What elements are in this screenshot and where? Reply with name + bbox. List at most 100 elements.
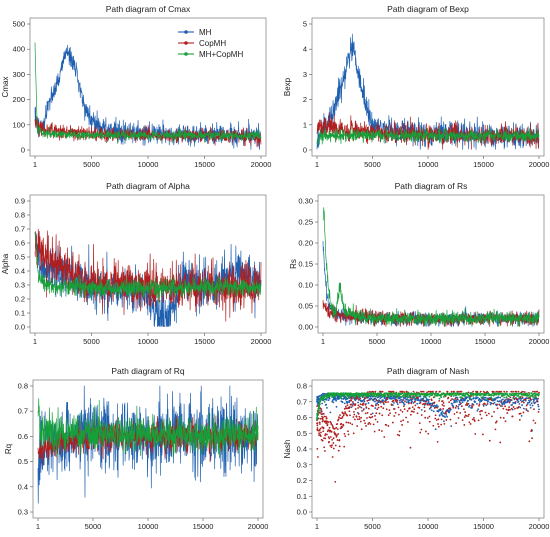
scatter-point (369, 398, 372, 401)
y-tick-label: 0.6 (297, 413, 307, 422)
scatter-point (318, 405, 321, 408)
scatter-point (318, 429, 321, 431)
scatter-point (347, 433, 350, 436)
scatter-point (425, 396, 427, 399)
scatter-point (479, 390, 482, 393)
scatter-point (339, 417, 342, 420)
scatter-point (323, 401, 326, 403)
scatter-point (395, 400, 398, 403)
scatter-point (425, 395, 427, 397)
plot-area (316, 33, 540, 150)
scatter-point (494, 398, 497, 401)
scatter-point (330, 430, 333, 433)
legend-marker (184, 41, 188, 45)
x-tick-label: 20000 (251, 337, 272, 346)
scatter-point (398, 430, 401, 433)
scatter-point (476, 396, 479, 399)
scatter-point (520, 400, 523, 403)
scatter-point (354, 408, 357, 410)
scatter-point (369, 416, 372, 419)
x-tick-label: 15000 (473, 522, 494, 531)
scatter-point (453, 390, 455, 393)
scatter-point (533, 390, 536, 393)
scatter-point (318, 423, 321, 425)
scatter-point (457, 407, 460, 410)
scatter-point (330, 423, 333, 426)
x-tick-label: 5000 (85, 522, 102, 531)
scatter-point (334, 444, 337, 447)
scatter-point (537, 397, 539, 400)
scatter-point (437, 423, 439, 425)
scatter-point (443, 420, 445, 423)
y-tick-label: 0.4 (297, 445, 307, 454)
scatter-point (392, 397, 395, 400)
scatter-point (516, 398, 519, 401)
scatter-point (320, 410, 323, 413)
scatter-point (317, 412, 319, 415)
scatter-point (391, 421, 394, 424)
scatter-point (326, 433, 328, 436)
scatter-point (331, 438, 334, 441)
legend-label: CopMH (199, 39, 226, 48)
scatter-point (378, 412, 381, 415)
scatter-point (420, 414, 423, 416)
scatter-point (460, 402, 462, 405)
scatter-point (339, 394, 341, 397)
scatter-point (456, 396, 459, 399)
scatter-point (412, 396, 415, 399)
scatter-point (488, 439, 491, 442)
scatter-point (342, 414, 345, 417)
scatter-point (471, 405, 474, 408)
scatter-point (486, 403, 489, 405)
scatter-point (503, 394, 506, 397)
scatter-point (332, 442, 335, 444)
scatter-point (532, 400, 535, 403)
scatter-point (531, 393, 533, 396)
scatter-point (345, 421, 348, 424)
scatter-point (538, 391, 540, 394)
scatter-point (331, 424, 334, 427)
scatter-point (508, 406, 510, 409)
scatter-point (399, 395, 402, 398)
scatter-point (494, 428, 497, 431)
scatter-point (533, 408, 535, 411)
scatter-point (423, 402, 425, 405)
scatter-point (458, 390, 460, 393)
scatter-point (498, 400, 501, 402)
scatter-point (408, 396, 411, 399)
y-tick-label: 0.9 (15, 197, 25, 206)
x-tick-label: 1 (33, 160, 37, 169)
x-tick-label: 15000 (475, 337, 496, 346)
scatter-point (509, 398, 512, 401)
x-tick-label: 20000 (529, 337, 550, 346)
scatter-point (510, 407, 513, 410)
scatter-point (396, 399, 398, 402)
scatter-point (385, 401, 387, 404)
scatter-point (440, 412, 443, 414)
scatter-point (316, 405, 319, 408)
scatter-point (428, 403, 430, 406)
legend-marker (184, 30, 188, 34)
scatter-point (497, 396, 500, 399)
scatter-point (454, 406, 457, 409)
scatter-point (419, 401, 422, 404)
scatter-point (503, 403, 506, 405)
scatter-point (523, 398, 526, 401)
scatter-point (321, 402, 324, 405)
scatter-point (442, 412, 445, 414)
scatter-point (525, 408, 528, 410)
scatter-point (336, 423, 339, 425)
scatter-point (466, 403, 469, 405)
legend-label: MH (199, 28, 212, 37)
scatter-point (373, 398, 375, 401)
scatter-point (377, 406, 380, 409)
scatter-point (332, 447, 335, 450)
chart-title: Path diagram of Bexp (387, 4, 469, 14)
scatter-point (425, 430, 427, 433)
y-tick-label: 0.3 (15, 281, 25, 290)
scatter-point (430, 390, 432, 393)
scatter-point (325, 399, 328, 401)
scatter-point (529, 404, 532, 406)
y-tick-label: 0.5 (18, 457, 28, 466)
scatter-point (433, 404, 436, 407)
